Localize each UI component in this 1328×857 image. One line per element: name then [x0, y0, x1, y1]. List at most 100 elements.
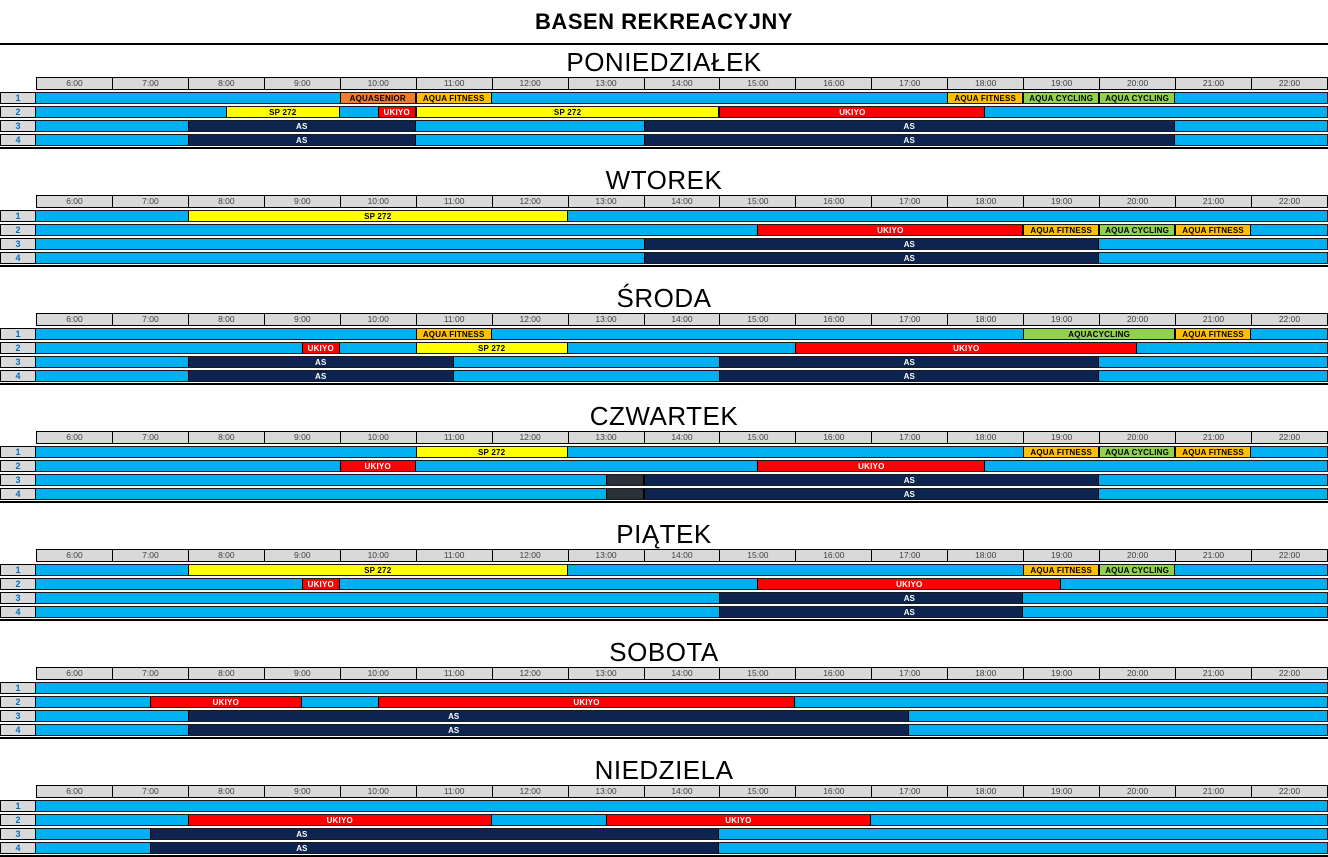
lane-row: 1 AQUA FITNESS AQUACYCLING AQUA FITNESS: [0, 328, 1328, 340]
schedule-block: [36, 107, 226, 117]
time-tick: 7:00: [113, 668, 189, 679]
schedule-block: [643, 475, 1100, 485]
lane-track: SP 272 UKIYO SP 272 UKIYO: [36, 106, 1328, 118]
schedule-block: [36, 815, 188, 825]
schedule-block: [415, 121, 644, 131]
lane-track: AS: [36, 710, 1328, 722]
day-grid: 6:00 7:00 8:00 9:00 10:00 11:00 12:00 13:00 14:0…: [0, 431, 1328, 503]
schedule-block: [1099, 475, 1327, 485]
time-tick: 21:00: [1176, 196, 1252, 207]
schedule-block: UKIYO: [377, 107, 416, 117]
schedule-block: SP 272: [415, 343, 568, 353]
lane-track: [36, 682, 1328, 694]
time-axis: 6:00 7:00 8:00 9:00 10:00 11:00 12:00 13:00 14:0…: [36, 667, 1328, 680]
lane-track: AS AS: [36, 370, 1328, 382]
time-tick: 6:00: [37, 550, 113, 561]
lane-row: 3 AS: [0, 710, 1328, 722]
lane-number: 1: [0, 210, 36, 222]
time-tick: 19:00: [1024, 78, 1101, 89]
time-tick: 17:00: [872, 314, 949, 325]
lane-row: 3 AS: [0, 828, 1328, 840]
schedule-block: [1175, 121, 1327, 131]
schedule-block: [36, 725, 188, 735]
time-axis: 6:00 7:00 8:00 9:00 10:00 11:00 12:00 13:00 14:0…: [36, 195, 1328, 208]
schedule-block: [187, 711, 910, 721]
day-section-4: CZWARTEK 6:00 7:00 8:00 9:00 10:00 11:00 12:00 1…: [0, 401, 1328, 503]
schedule-block: AQUA FITNESS: [1023, 225, 1100, 235]
time-tick: 13:00: [569, 550, 645, 561]
time-tick: 18:00: [948, 668, 1025, 679]
lane-track: AS: [36, 474, 1328, 486]
time-tick: 9:00: [265, 314, 341, 325]
time-tick: 6:00: [37, 668, 113, 679]
time-tick: 22:00: [1278, 786, 1301, 796]
schedule-block: [36, 371, 188, 381]
schedule-block: [1175, 93, 1327, 103]
time-tick: 12:00: [493, 196, 569, 207]
schedule-block: [36, 843, 150, 853]
lane-number: 2: [0, 814, 36, 826]
lane-number: 4: [0, 134, 36, 146]
schedule: PONIEDZIAŁEK 6:00 7:00 8:00 9:00 10:00 11:00 12…: [0, 47, 1328, 857]
schedule-block: SP 272: [187, 565, 568, 575]
schedule-block: [36, 683, 1327, 693]
lane-number: 3: [0, 710, 36, 722]
schedule-block: AQUA CYCLING: [1099, 447, 1176, 457]
lane-row: 3 AS: [0, 238, 1328, 250]
day-section-3: ŚRODA 6:00 7:00 8:00 9:00 10:00 11:00 12:00 13:0…: [0, 283, 1328, 385]
lane-row: 2 UKIYO UKIYO: [0, 814, 1328, 826]
time-tick: 22:00: [1278, 196, 1301, 206]
lane-track: AQUA FITNESS AQUACYCLING AQUA FITNESS: [36, 328, 1328, 340]
time-tick: 6:00: [37, 786, 113, 797]
time-tick: 17:00: [872, 786, 949, 797]
time-tick: 15:00: [720, 314, 797, 325]
schedule-block: [415, 461, 758, 471]
schedule-block: UKIYO: [377, 697, 796, 707]
schedule-block: [339, 343, 416, 353]
time-axis: 6:00 7:00 8:00 9:00 10:00 11:00 12:00 13:00 14:0…: [36, 549, 1328, 562]
time-tick: 13:00: [569, 668, 645, 679]
schedule-block: [1099, 239, 1327, 249]
time-tick: 14:00: [645, 78, 721, 89]
lane-row: 3 AS AS: [0, 356, 1328, 368]
schedule-block: [871, 815, 1327, 825]
schedule-block: [719, 829, 1327, 839]
day-grid: 6:00 7:00 8:00 9:00 10:00 11:00 12:00 13:00 14:0…: [0, 313, 1328, 385]
lane-number: 4: [0, 370, 36, 382]
page-title: BASEN REKREACYJNY: [0, 0, 1328, 45]
time-tick: 9:00: [265, 432, 341, 443]
time-tick: 20:00: [1100, 78, 1177, 89]
time-tick: 14:00: [645, 786, 721, 797]
time-tick: 20:00: [1100, 432, 1177, 443]
time-tick: 22:00: [1278, 314, 1301, 324]
time-tick: 7:00: [113, 432, 189, 443]
time-tick: 16:00: [796, 196, 873, 207]
day-section-1: PONIEDZIAŁEK 6:00 7:00 8:00 9:00 10:00 11:00 12…: [0, 47, 1328, 149]
schedule-block: [567, 565, 1024, 575]
day-grid: 6:00 7:00 8:00 9:00 10:00 11:00 12:00 13:00 14:0…: [0, 549, 1328, 621]
lane-track: UKIYO UKIYO: [36, 460, 1328, 472]
schedule-block: [36, 829, 150, 839]
schedule-block: [339, 107, 378, 117]
schedule-block: AQUA FITNESS: [1023, 447, 1100, 457]
time-tick: 20:00: [1100, 196, 1177, 207]
schedule-block: SP 272: [415, 107, 720, 117]
time-tick: 6:00: [37, 314, 113, 325]
time-tick: 18:00: [948, 314, 1025, 325]
lane-number: 2: [0, 578, 36, 590]
lane-row: 1 SP 272: [0, 210, 1328, 222]
time-tick: 16:00: [796, 550, 873, 561]
time-tick: 15:00: [720, 550, 797, 561]
lane-number: 4: [0, 606, 36, 618]
schedule-block: SP 272: [415, 447, 568, 457]
day-section-6: SOBOTA 6:00 7:00 8:00 9:00 10:00 11:00 12:00 13:…: [0, 637, 1328, 739]
schedule-block: AQUA FITNESS: [947, 93, 1024, 103]
schedule-block: UKIYO: [149, 697, 302, 707]
time-tick: 10:00: [341, 550, 417, 561]
lane-row: 2 UKIYO UKIYO: [0, 460, 1328, 472]
lane-number: 2: [0, 224, 36, 236]
lane-row: 4 AS AS: [0, 370, 1328, 382]
lane-track: SP 272 AQUA FITNESS AQUA CYCLING AQUA FITNE…: [36, 446, 1328, 458]
day-title: NIEDZIELA: [594, 755, 734, 785]
schedule-block: [36, 447, 416, 457]
